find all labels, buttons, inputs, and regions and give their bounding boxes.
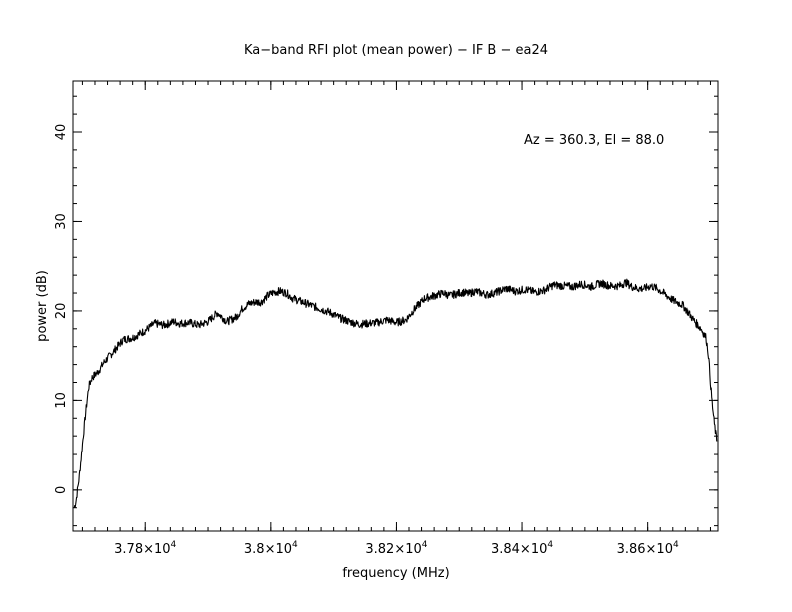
x-axis-label: frequency (MHz)	[342, 566, 449, 581]
azimuth-elevation-annotation: Az = 360.3, El = 88.0	[524, 133, 664, 148]
y-tick-label: 20	[54, 303, 69, 320]
x-tick-label: 3.82×104	[365, 540, 427, 557]
y-tick-label: 30	[54, 213, 69, 230]
y-tick-label: 40	[54, 124, 69, 141]
y-tick-label: 10	[54, 392, 69, 409]
x-tick-label: 3.78×104	[114, 540, 176, 557]
x-tick-label: 3.86×104	[617, 540, 679, 557]
plot-frame	[72, 80, 719, 532]
y-axis-label: power (dB)	[35, 270, 50, 342]
x-tick-label: 3.8×104	[244, 540, 298, 557]
x-tick-label: 3.84×104	[491, 540, 553, 557]
chart-title: Ka−band RFI plot (mean power) − IF B − e…	[244, 43, 548, 58]
series-line	[73, 278, 718, 508]
y-tick-label: 0	[54, 486, 69, 494]
